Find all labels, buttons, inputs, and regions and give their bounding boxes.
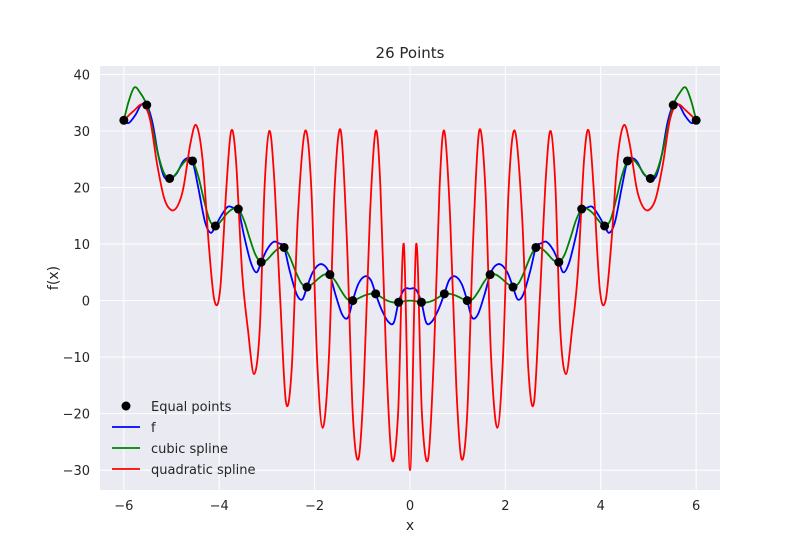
equal-point [668,100,678,110]
y-tick-label: −10 [63,351,90,366]
legend-label: f [151,421,156,436]
y-tick-label: 20 [73,182,90,197]
equal-point [210,221,220,231]
x-tick-label: 4 [597,499,605,514]
x-tick-label: 0 [406,499,414,514]
equal-point [142,100,152,110]
equal-point [371,289,381,299]
legend-marker-points [121,401,131,411]
equal-point [645,174,655,184]
y-tick-label: 10 [73,238,90,253]
x-tick-label: 2 [501,499,509,514]
x-tick-label: −6 [114,499,133,514]
equal-point [394,297,404,307]
equal-point [600,221,610,231]
x-axis-label: x [406,518,414,534]
equal-point [554,257,564,267]
y-tick-label: −20 [63,408,90,423]
x-tick-label: 6 [692,499,700,514]
equal-point [439,289,449,299]
equal-point [691,115,701,125]
legend-label: Equal points [151,400,232,415]
points-layer [119,100,701,307]
y-tick-label: 40 [73,68,90,83]
series-line-quadratic-spline [123,103,697,472]
legend-label: quadratic spline [151,463,256,478]
y-tick-label: −30 [63,464,90,479]
equal-point [119,115,129,125]
equal-point [302,282,312,292]
equal-point [325,270,335,280]
equal-point [188,156,198,166]
equal-point [485,270,495,280]
equal-point [233,204,243,214]
x-tick-label: −2 [305,499,324,514]
equal-point [165,174,175,184]
legend-label: cubic spline [151,442,228,457]
equal-point [577,204,587,214]
equal-point [416,297,426,307]
y-tick-label: 30 [73,125,90,140]
equal-point [508,282,518,292]
series-line-f [123,102,697,326]
legend: Equal points f cubic spline quadratic splin… [112,400,256,478]
y-axis-label: f(x) [46,266,62,290]
chart-title: 26 Points [376,44,445,62]
x-tick-label: −4 [210,499,229,514]
equal-point [348,296,358,306]
equal-point [256,257,266,267]
equal-point [531,242,541,252]
series-line-cubic-spline [122,86,698,304]
equal-point [462,296,472,306]
equal-point [622,156,632,166]
series-layer [122,86,698,472]
equal-point [279,242,289,252]
y-tick-label: 0 [82,295,90,310]
